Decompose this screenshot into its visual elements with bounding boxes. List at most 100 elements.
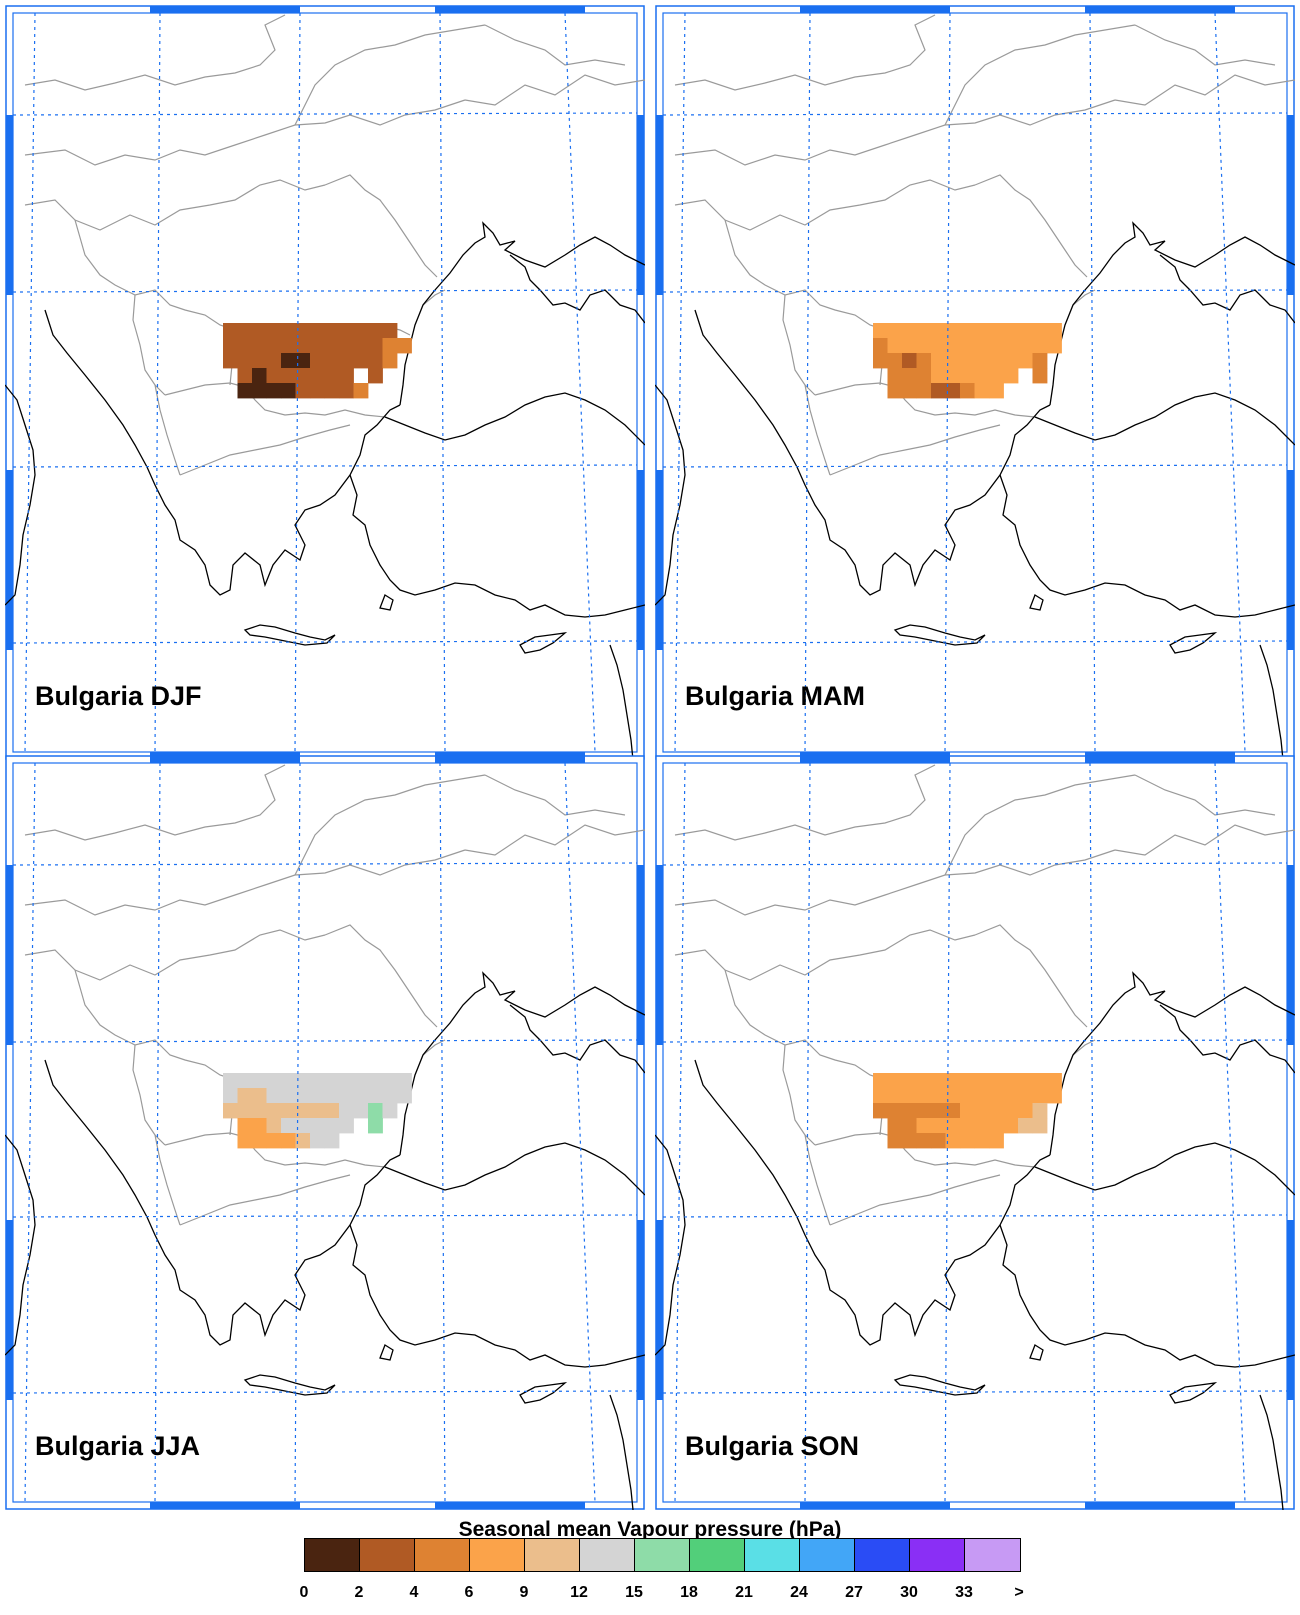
coastline (349, 1224, 645, 1368)
data-cell (353, 323, 369, 339)
frame-band (1287, 865, 1294, 1045)
data-cell (295, 323, 311, 339)
panel-label: Bulgaria JJA (35, 1431, 200, 1461)
data-cell (1032, 368, 1048, 384)
data-cell (353, 353, 369, 369)
coastline (1049, 971, 1295, 1156)
coastline (1049, 221, 1295, 406)
data-cell (252, 338, 267, 354)
graticule-latitude (12, 1039, 638, 1043)
country-border (814, 382, 1036, 418)
data-cell (310, 368, 325, 384)
map-panel-mam: Bulgaria MAM (655, 5, 1295, 760)
frame-band (150, 6, 300, 13)
country-border (674, 764, 936, 841)
frame-band (656, 865, 663, 1045)
data-cell (368, 1103, 383, 1119)
data-cell (237, 1103, 253, 1119)
data-cell (945, 1118, 961, 1134)
data-cell (310, 1133, 325, 1149)
data-cell (339, 1088, 354, 1104)
country-border (974, 924, 1088, 1028)
data-cell (1003, 1073, 1019, 1089)
data-cell (266, 383, 282, 399)
data-cell (989, 1088, 1004, 1104)
legend-tick-label: 24 (790, 1584, 808, 1601)
data-cell (252, 1088, 267, 1104)
data-cell (873, 1088, 888, 1104)
data-cell (1003, 368, 1019, 384)
data-cell (989, 1118, 1004, 1134)
frame-band (637, 115, 644, 295)
data-cell (1032, 1088, 1048, 1104)
data-cell (339, 353, 354, 369)
data-cell (237, 1118, 253, 1134)
frame-band (656, 1220, 663, 1400)
data-cell (339, 1073, 354, 1089)
data-cell (960, 1103, 975, 1119)
graticule-latitude (12, 464, 638, 468)
data-cell (281, 368, 296, 384)
legend-tick-label: 0 (299, 1584, 309, 1601)
data-cell (368, 1118, 383, 1134)
panel-label: Bulgaria SON (685, 1431, 859, 1461)
data-cell (873, 338, 888, 354)
data-cell (281, 1118, 296, 1134)
data-cell (266, 1133, 282, 1149)
country-border (464, 824, 645, 856)
country-border (1072, 1039, 1096, 1056)
data-cell (324, 1118, 340, 1134)
coastline (243, 1374, 336, 1396)
data-cell (281, 1073, 296, 1089)
country-border (179, 424, 351, 476)
frame-band (6, 1220, 13, 1400)
country-border (804, 1134, 831, 1226)
coastline (1169, 1382, 1218, 1404)
legend-swatch (965, 1539, 1020, 1571)
coastline (655, 1134, 686, 1356)
data-cell (295, 353, 311, 369)
data-cell (945, 368, 961, 384)
data-cell (1032, 323, 1048, 339)
legend-swatch (305, 1539, 360, 1571)
data-cell (223, 1073, 238, 1089)
data-cell (931, 1103, 946, 1119)
data-cell (310, 1073, 325, 1089)
data-cell (1047, 338, 1062, 354)
data-cell (252, 368, 267, 384)
coastline (1259, 1394, 1284, 1510)
data-cell (382, 353, 398, 369)
graticule-latitude (662, 1390, 1288, 1394)
coastline (1159, 1004, 1295, 1074)
data-cell (237, 1073, 253, 1089)
map-canvas: Bulgaria MAM (655, 5, 1295, 760)
data-cell (397, 1088, 412, 1104)
country-border (782, 1044, 816, 1146)
data-cell (887, 1088, 903, 1104)
data-cell (931, 338, 946, 354)
data-cell (945, 1103, 961, 1119)
data-cell (266, 323, 282, 339)
country-border (132, 1044, 166, 1146)
graticule-latitude (12, 112, 638, 116)
country-border (1114, 74, 1295, 106)
data-cell (1047, 1073, 1062, 1089)
data-cell (339, 1118, 354, 1134)
frame-band (1287, 115, 1294, 295)
coastline (1169, 632, 1218, 654)
data-cell (931, 323, 946, 339)
data-cell (902, 353, 917, 369)
frame-band (637, 865, 644, 1045)
data-cell (945, 1073, 961, 1089)
coastline (5, 1134, 36, 1356)
country-border (944, 774, 1136, 876)
legend-swatch (910, 1539, 965, 1571)
coastline (5, 384, 36, 606)
legend-swatch (800, 1539, 855, 1571)
data-cell (281, 323, 296, 339)
data-cell (887, 1118, 903, 1134)
graticule-longitude (1214, 762, 1246, 1503)
coastline (399, 971, 645, 1156)
data-cell (916, 1103, 932, 1119)
data-cell (1018, 353, 1033, 369)
